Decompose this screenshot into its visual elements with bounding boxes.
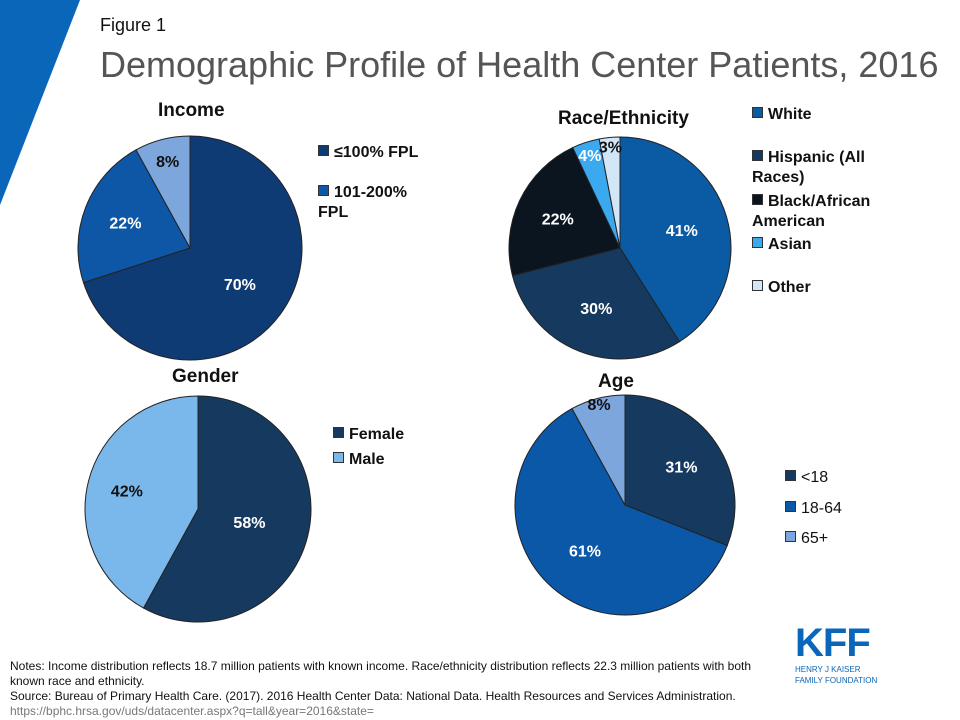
legend-item-income-below-100-fpl: ≤100% FPL — [318, 143, 418, 163]
pie-slice-100-fpl — [82, 135, 303, 361]
pie-slice-101-200-fpl — [77, 149, 191, 284]
race-chart-title: Race/Ethnicity — [558, 108, 689, 129]
income-chart-title: Income — [158, 100, 225, 121]
age-pie-chart: 31% 61% 8% — [514, 394, 736, 616]
legend-swatch — [318, 185, 329, 196]
kff-logo-mark: KFF — [795, 621, 871, 665]
notes-text: Notes: Income distribution reflects 18.7… — [10, 659, 752, 688]
data-label: 41% — [666, 223, 698, 240]
legend-swatch — [318, 145, 329, 156]
age-legend: <18 18-64 65+ — [785, 468, 895, 558]
legend-swatch — [752, 194, 763, 205]
kff-logo-line2: FAMILY FOUNDATION — [795, 676, 878, 685]
data-label: 30% — [580, 301, 612, 318]
legend-swatch — [333, 452, 344, 463]
data-label: 61% — [569, 543, 601, 560]
pie-slice-65 — [571, 394, 626, 506]
legend-label: <18 — [801, 469, 829, 486]
legend-swatch — [333, 427, 344, 438]
legend-item-hispanic: Hispanic (All Races) — [752, 148, 892, 188]
pie-slice-black-african-american — [508, 146, 621, 277]
race-pie-chart: 41% 30% 22% 4%3% — [508, 136, 732, 360]
legend-label: ≤100% FPL — [334, 144, 419, 161]
data-label: 58% — [233, 515, 265, 532]
legend-label: 18-64 — [801, 500, 842, 517]
pie-slice-18-64 — [514, 407, 728, 616]
legend-label: White — [768, 106, 812, 123]
legend-label: Female — [349, 426, 405, 443]
legend-item-male: Male — [333, 450, 385, 470]
age-chart-title: Age — [598, 371, 634, 392]
legend-item-under-18: <18 — [785, 468, 828, 488]
legend-item-asian: Asian — [752, 235, 812, 255]
pie-slice-hispanic-all-races — [511, 247, 681, 360]
legend-label: Black/African American — [752, 193, 871, 230]
page-title: Demographic Profile of Health Center Pat… — [100, 44, 939, 85]
pie-slice-other — [598, 136, 621, 249]
legend-item-18-64: 18-64 — [785, 499, 842, 519]
pie-slice-18 — [624, 394, 736, 547]
legend-swatch — [752, 107, 763, 118]
data-label: 4% — [578, 148, 601, 165]
legend-item-black: Black/African American — [752, 192, 892, 232]
data-label: 42% — [111, 484, 143, 501]
legend-item-female: Female — [333, 425, 404, 445]
data-label: 3% — [599, 139, 622, 156]
income-pie-chart: 70% 22% 8% — [77, 135, 303, 361]
gender-pie-chart: 58% 42% — [84, 395, 312, 623]
legend-swatch — [785, 531, 796, 542]
notes-block: Notes: Income distribution reflects 18.7… — [10, 659, 785, 719]
pie-slice-male — [84, 395, 199, 609]
race-legend: White Hispanic (All Races) Black/African… — [752, 105, 952, 305]
legend-label: Other — [768, 279, 811, 296]
gender-legend: Female Male — [333, 425, 453, 485]
legend-swatch — [752, 150, 763, 161]
legend-item-white: White — [752, 105, 812, 125]
legend-label: Asian — [768, 236, 812, 253]
data-label: 8% — [156, 154, 179, 171]
data-label: 22% — [109, 215, 141, 232]
pie-slice-unlabeled-2 — [135, 135, 191, 249]
kff-logo-line1: HENRY J KAISER — [795, 665, 861, 674]
legend-swatch — [785, 501, 796, 512]
figure-label: Figure 1 — [100, 15, 167, 35]
legend-label: Hispanic (All Races) — [752, 149, 865, 186]
data-label: 31% — [665, 460, 697, 477]
legend-swatch — [752, 237, 763, 248]
source-link[interactable]: https://bphc.hrsa.gov/uds/datacenter.asp… — [10, 704, 374, 718]
legend-item-other: Other — [752, 278, 811, 298]
legend-item-65-plus: 65+ — [785, 529, 828, 549]
legend-swatch — [752, 280, 763, 291]
source-text: Source: Bureau of Primary Health Care. (… — [10, 689, 785, 719]
income-legend: ≤100% FPL 101-200% FPL — [318, 143, 478, 243]
kff-logo: KFF HENRY J KAISER FAMILY FOUNDATION — [795, 623, 895, 685]
legend-swatch — [785, 470, 796, 481]
data-label: 22% — [542, 212, 574, 229]
legend-item-income-101-200-fpl: 101-200% FPL — [318, 183, 428, 223]
legend-label: Male — [349, 451, 385, 468]
pie-slice-white — [619, 136, 732, 343]
legend-label: 65+ — [801, 530, 829, 547]
pie-slice-female — [142, 395, 312, 623]
legend-label: 101-200% FPL — [318, 184, 407, 221]
source-citation: Source: Bureau of Primary Health Care. (… — [10, 689, 736, 703]
corner-accent-shape — [0, 0, 80, 205]
data-label: 8% — [587, 397, 610, 414]
gender-chart-title: Gender — [172, 366, 239, 387]
data-label: 70% — [224, 277, 256, 294]
